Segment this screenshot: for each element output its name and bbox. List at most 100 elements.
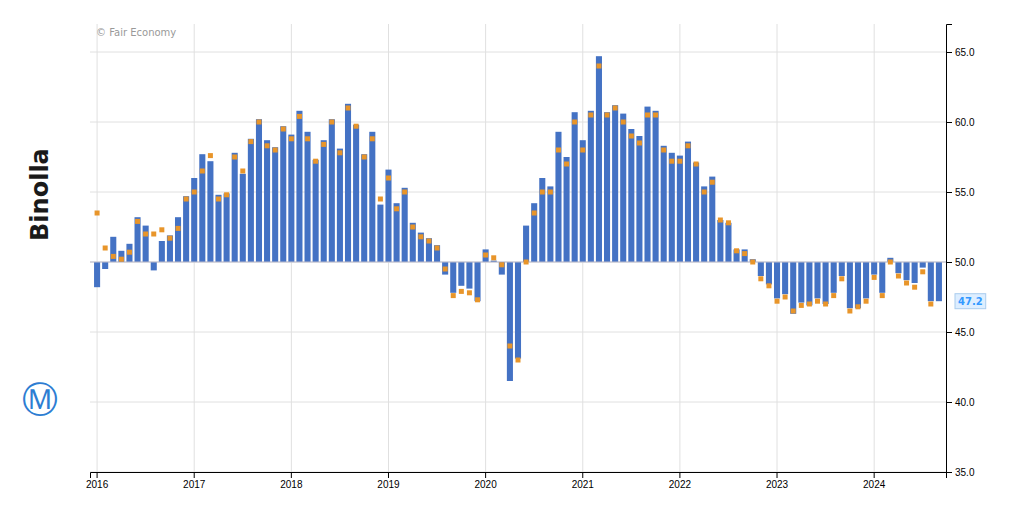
- bar: [143, 226, 149, 262]
- bar: [604, 112, 610, 262]
- dot: [516, 358, 521, 363]
- bar: [474, 262, 480, 301]
- grid-line-x: [485, 24, 486, 472]
- bar: [831, 262, 837, 293]
- dot: [839, 276, 844, 281]
- bar: [321, 140, 327, 262]
- bar: [742, 249, 748, 262]
- dot: [677, 159, 682, 164]
- dot: [556, 148, 561, 153]
- dot: [572, 120, 577, 125]
- dot: [95, 211, 100, 216]
- dot: [337, 150, 342, 155]
- dot: [111, 254, 116, 259]
- bar: [264, 140, 270, 262]
- tick-mark: [582, 472, 583, 478]
- bar: [426, 238, 432, 262]
- tick: 2017: [183, 472, 206, 490]
- dot: [378, 197, 383, 202]
- bar: [175, 217, 181, 262]
- bar: [798, 262, 804, 303]
- dot: [896, 274, 901, 279]
- dot: [119, 257, 124, 262]
- dot: [167, 236, 172, 241]
- tick-mark: [97, 472, 98, 478]
- bar: [669, 153, 675, 262]
- dot: [281, 127, 286, 132]
- dot: [256, 120, 261, 125]
- dot: [232, 155, 237, 160]
- bar: [248, 139, 254, 262]
- dot: [459, 289, 464, 294]
- dot: [791, 309, 796, 314]
- tick-label: 50.0: [955, 257, 975, 268]
- dot: [710, 180, 715, 185]
- bar: [118, 251, 124, 262]
- tick-mark: [946, 262, 952, 263]
- bar: [232, 153, 238, 262]
- tick-mark: [946, 472, 952, 473]
- bar: [515, 262, 521, 359]
- tick-mark: [946, 52, 952, 53]
- bar: [547, 186, 553, 262]
- bar: [215, 195, 221, 262]
- dot: [637, 141, 642, 146]
- bar: [442, 262, 448, 275]
- tick-label: 2016: [86, 479, 109, 490]
- bar: [224, 193, 230, 262]
- bar: [394, 203, 400, 262]
- dot: [370, 136, 375, 141]
- dot: [920, 269, 925, 274]
- bar: [539, 178, 545, 262]
- tick-mark: [194, 472, 195, 478]
- dot: [208, 153, 213, 158]
- bar: [402, 188, 408, 262]
- bar: [912, 262, 918, 283]
- bar: [458, 262, 464, 286]
- bar: [790, 262, 796, 314]
- tick-label: 45.0: [955, 327, 975, 338]
- bar: [345, 104, 351, 262]
- tick: 40.0: [946, 397, 975, 408]
- dot: [329, 120, 334, 125]
- bar: [620, 114, 626, 262]
- dot: [758, 276, 763, 281]
- bar: [774, 262, 780, 298]
- dot: [289, 136, 294, 141]
- dot: [912, 285, 917, 290]
- bar: [871, 262, 877, 275]
- dot: [783, 295, 788, 300]
- dot: [766, 283, 771, 288]
- tick: 55.0: [946, 187, 975, 198]
- bar: [758, 262, 764, 276]
- y-axis: 35.040.045.050.055.060.065.0: [946, 25, 975, 478]
- dot: [435, 246, 440, 251]
- bar: [369, 132, 375, 262]
- dot: [799, 303, 804, 308]
- grid-line-x: [874, 24, 875, 472]
- bar: [102, 262, 108, 269]
- dot: [151, 232, 156, 237]
- tick-label: 2024: [863, 479, 886, 490]
- bar: [555, 132, 561, 262]
- tick-mark: [777, 472, 778, 478]
- bar: [135, 217, 141, 262]
- bar: [240, 174, 246, 262]
- dot: [451, 293, 456, 298]
- dot: [872, 275, 877, 280]
- bar: [167, 235, 173, 262]
- dot: [354, 124, 359, 129]
- dot: [467, 290, 472, 295]
- bar: [110, 237, 116, 262]
- grid-line-y: [90, 402, 946, 403]
- bar: [628, 129, 634, 262]
- dot: [386, 176, 391, 181]
- dot: [273, 148, 278, 153]
- bar: [94, 262, 100, 287]
- tick: 2019: [377, 472, 400, 490]
- bar: [466, 262, 472, 289]
- bar: [272, 147, 278, 262]
- value-label: 47.2: [955, 294, 986, 309]
- tick: 2018: [280, 472, 303, 490]
- bar: [725, 223, 731, 262]
